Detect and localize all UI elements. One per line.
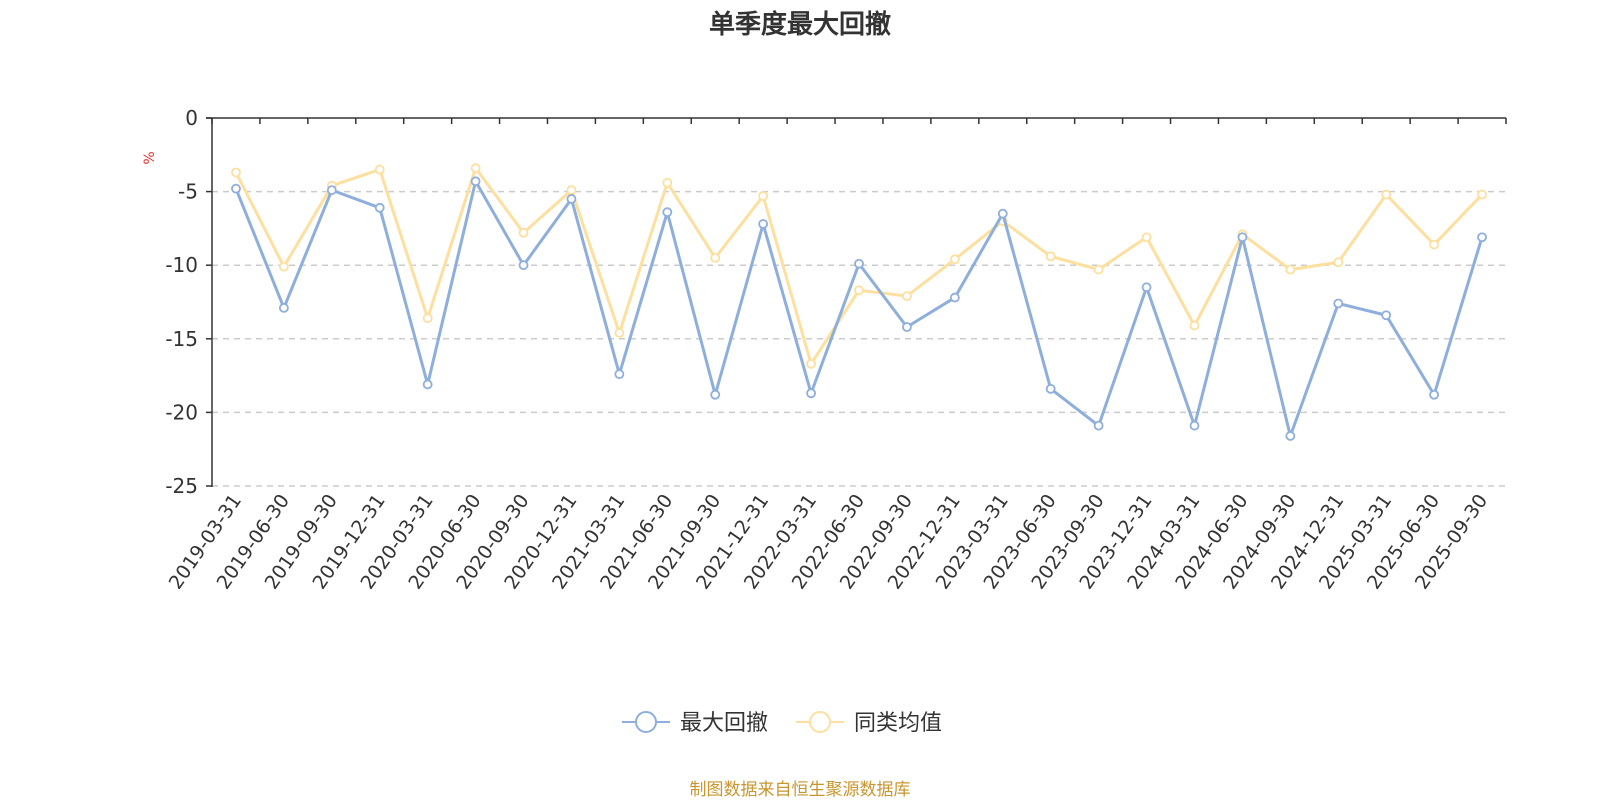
data-point bbox=[1189, 420, 1200, 431]
data-point bbox=[518, 227, 529, 238]
data-point bbox=[1285, 264, 1296, 275]
y-tick-label: -25 bbox=[165, 474, 198, 498]
data-point bbox=[1429, 389, 1440, 400]
data-point bbox=[1381, 310, 1392, 321]
data-point bbox=[566, 194, 577, 204]
data-point bbox=[566, 185, 577, 196]
data-point bbox=[374, 202, 385, 213]
data-point bbox=[1141, 282, 1152, 293]
data-point bbox=[1333, 257, 1344, 268]
data-point bbox=[1333, 298, 1344, 309]
y-tick-label: 0 bbox=[185, 106, 198, 130]
data-point bbox=[614, 369, 625, 380]
data-point bbox=[1381, 189, 1392, 200]
data-point bbox=[422, 379, 433, 390]
y-axis-unit: % bbox=[142, 151, 158, 164]
data-point bbox=[470, 176, 481, 187]
series-lines bbox=[231, 163, 1487, 441]
data-point bbox=[949, 292, 960, 303]
data-point bbox=[854, 258, 864, 269]
y-axis-ticks: 0 -5 -10 -15 -20 -25 bbox=[165, 106, 212, 498]
data-point bbox=[949, 254, 960, 265]
data-point bbox=[614, 328, 625, 338]
y-tick-label: -5 bbox=[178, 180, 198, 204]
y-tick-label: -15 bbox=[165, 327, 198, 351]
data-point bbox=[1189, 320, 1200, 331]
data-point bbox=[1093, 264, 1104, 275]
y-tick-label: -10 bbox=[165, 253, 198, 277]
legend[interactable]: 最大回撤 同类均值 bbox=[622, 711, 942, 736]
data-point bbox=[806, 358, 816, 369]
x-axis-ticks: 2019-03-312019-06-302019-09-302019-12-31… bbox=[165, 118, 1507, 593]
axes bbox=[206, 117, 1506, 487]
legend-marker-category-average bbox=[809, 711, 831, 733]
data-point bbox=[326, 185, 337, 196]
data-point bbox=[1477, 232, 1487, 243]
source-note: 制图数据来自恒生聚源数据库 bbox=[690, 780, 911, 800]
data-point bbox=[1045, 251, 1056, 262]
data-point bbox=[518, 260, 529, 271]
data-point bbox=[1477, 189, 1487, 200]
data-point bbox=[278, 261, 289, 272]
legend-label-category-average: 同类均值 bbox=[854, 711, 942, 736]
legend-marker-max-drawdown bbox=[635, 711, 657, 733]
series-line bbox=[234, 179, 1484, 438]
data-point bbox=[997, 208, 1008, 219]
data-point bbox=[278, 302, 289, 313]
data-point bbox=[1141, 232, 1152, 243]
data-point bbox=[231, 167, 241, 178]
data-point bbox=[1237, 232, 1248, 243]
data-point bbox=[902, 291, 912, 302]
data-point bbox=[710, 252, 721, 263]
data-point bbox=[1429, 239, 1440, 250]
data-point bbox=[854, 285, 864, 296]
legend-item-category-average[interactable]: 同类均值 bbox=[796, 711, 942, 736]
data-point bbox=[806, 388, 816, 399]
data-point bbox=[662, 207, 673, 218]
data-point bbox=[758, 191, 769, 201]
data-point bbox=[1093, 420, 1104, 431]
data-point bbox=[422, 313, 433, 324]
legend-label-max-drawdown: 最大回撤 bbox=[680, 711, 768, 736]
data-point bbox=[1285, 431, 1296, 441]
data-point bbox=[374, 164, 385, 175]
y-tick-label: -20 bbox=[165, 400, 198, 424]
grid-lines bbox=[212, 190, 1506, 487]
chart-title: 单季度最大回撤 bbox=[709, 9, 891, 40]
legend-item-max-drawdown[interactable]: 最大回撤 bbox=[622, 711, 768, 736]
data-point bbox=[231, 183, 241, 194]
data-point bbox=[758, 219, 769, 229]
data-point bbox=[662, 177, 673, 188]
data-point bbox=[470, 163, 481, 173]
data-point bbox=[902, 322, 912, 332]
data-point bbox=[710, 389, 721, 400]
data-point bbox=[1045, 383, 1056, 394]
